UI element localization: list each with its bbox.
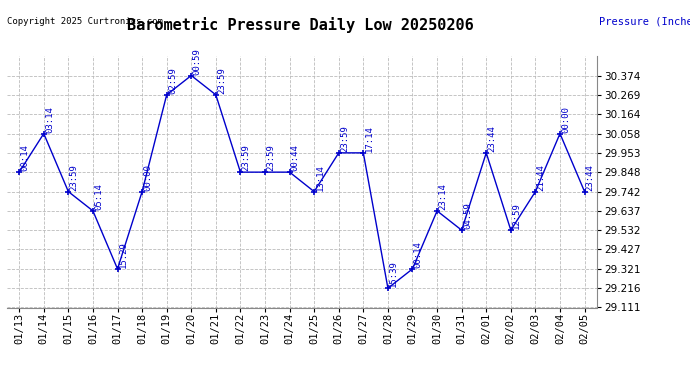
Text: 23:14: 23:14 (438, 183, 447, 210)
Text: Copyright 2025 Curtronics.com: Copyright 2025 Curtronics.com (7, 17, 163, 26)
Text: 00:14: 00:14 (21, 144, 30, 171)
Text: 23:44: 23:44 (487, 125, 497, 152)
Text: 04:59: 04:59 (463, 202, 472, 229)
Text: Barometric Pressure Daily Low 20250206: Barometric Pressure Daily Low 20250206 (127, 17, 473, 33)
Text: 13:14: 13:14 (315, 164, 324, 191)
Text: 23:44: 23:44 (586, 164, 595, 191)
Text: 12:59: 12:59 (512, 202, 521, 229)
Text: 03:14: 03:14 (45, 106, 54, 133)
Text: 00:44: 00:44 (290, 144, 300, 171)
Text: 17:14: 17:14 (364, 125, 373, 152)
Text: 15:39: 15:39 (389, 260, 398, 287)
Text: 23:59: 23:59 (340, 125, 349, 152)
Text: 23:59: 23:59 (217, 67, 226, 94)
Text: 00:00: 00:00 (561, 106, 570, 133)
Text: 05:14: 05:14 (94, 183, 104, 210)
Text: 23:59: 23:59 (241, 144, 250, 171)
Text: 23:59: 23:59 (70, 164, 79, 191)
Text: 23:59: 23:59 (266, 144, 275, 171)
Text: 00:14: 00:14 (414, 241, 423, 268)
Text: 02:59: 02:59 (168, 67, 177, 94)
Text: 15:29: 15:29 (119, 241, 128, 268)
Text: 00:00: 00:00 (144, 164, 152, 191)
Text: 21:44: 21:44 (537, 164, 546, 191)
Text: Pressure (Inches/Hg): Pressure (Inches/Hg) (599, 17, 690, 27)
Text: 00:59: 00:59 (193, 48, 201, 75)
